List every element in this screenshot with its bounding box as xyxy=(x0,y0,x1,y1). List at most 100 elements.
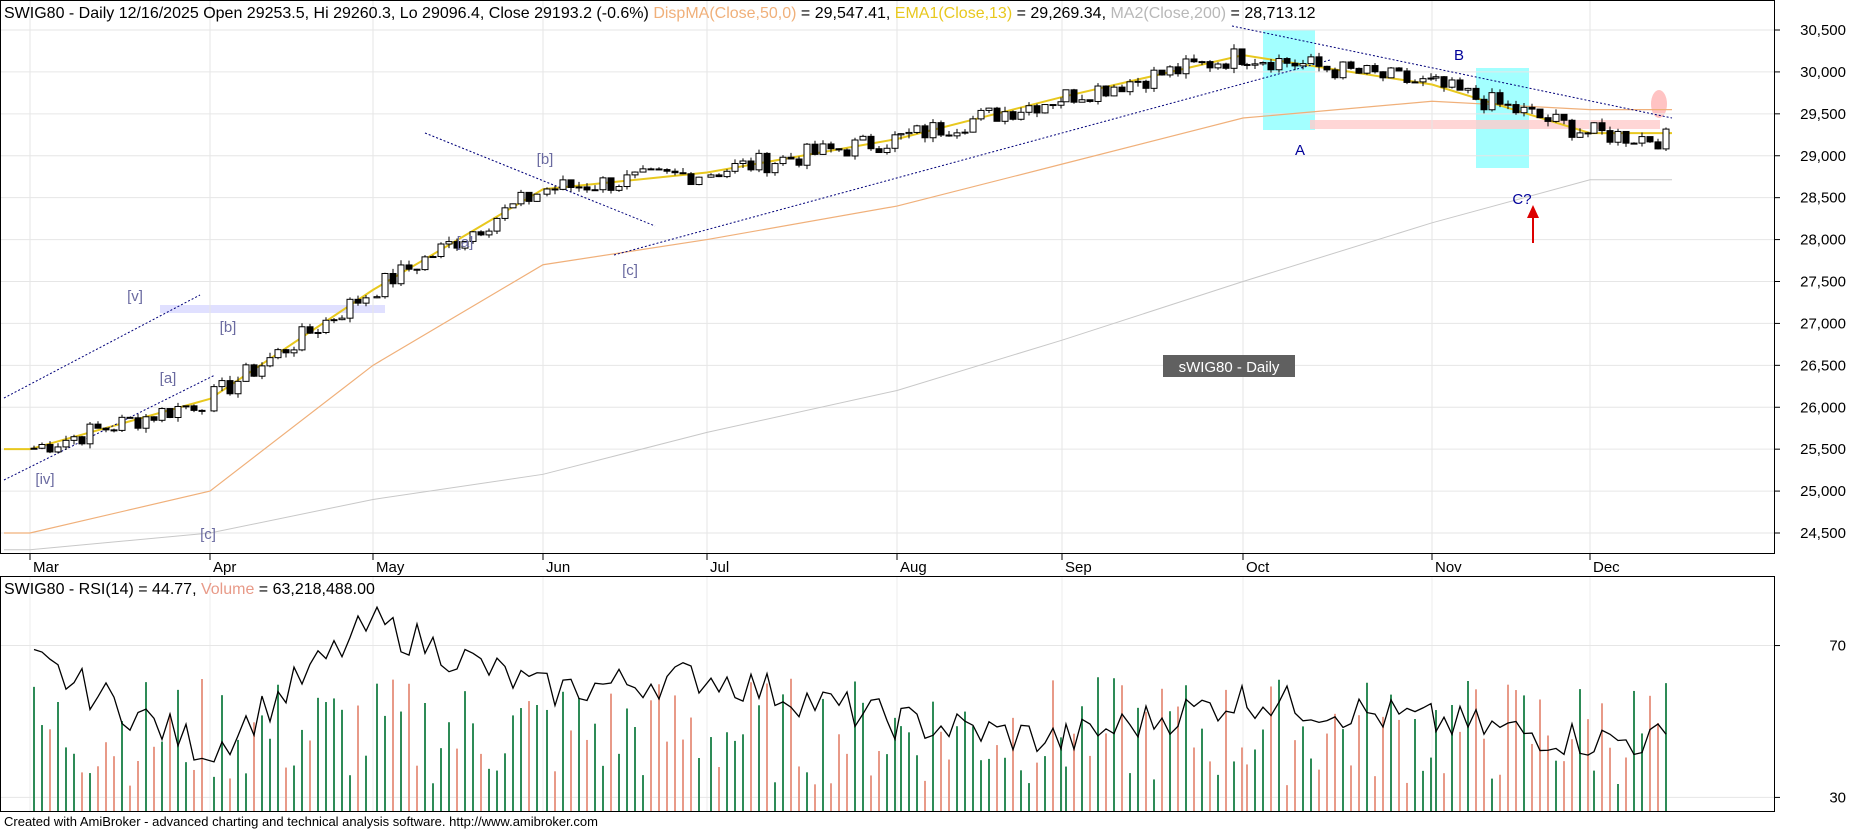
candle-body xyxy=(583,186,591,191)
price-tick-label: 28,500 xyxy=(1800,190,1846,207)
candle-body xyxy=(1307,56,1315,65)
candle-body xyxy=(306,326,314,334)
wave-label: [iv] xyxy=(35,471,54,488)
candles xyxy=(30,44,1670,454)
volume-label: Volume xyxy=(201,581,254,598)
candle-body xyxy=(389,272,397,285)
candle-body xyxy=(354,298,362,304)
candle-body xyxy=(575,186,583,189)
candle-body xyxy=(298,326,306,351)
price-tick-label: 27,000 xyxy=(1800,315,1846,332)
candle-body xyxy=(1568,119,1576,138)
candle-body xyxy=(242,364,250,382)
candle-body xyxy=(1251,63,1259,66)
candle-body xyxy=(1243,63,1251,66)
candle-body xyxy=(1606,130,1614,143)
candle-body xyxy=(1134,80,1142,83)
candle-body xyxy=(921,125,929,139)
candle-body xyxy=(1403,70,1411,83)
month-axis: Mar Apr May Jun Jul Aug Sep Oct Nov Dec xyxy=(29,553,1620,576)
candle-body xyxy=(707,174,715,178)
candle-body xyxy=(226,380,234,395)
candle-body xyxy=(314,331,322,334)
candle-body xyxy=(715,174,723,178)
candle-body xyxy=(843,149,851,157)
candle-body xyxy=(30,447,38,450)
ma2-value: = 28,713.12 xyxy=(1226,5,1316,22)
candle-body xyxy=(897,133,905,136)
candle-body xyxy=(591,189,599,192)
month-label: Oct xyxy=(1246,559,1270,576)
rsi-tick-label: 70 xyxy=(1829,638,1846,655)
candle-body xyxy=(102,427,110,431)
candle-body xyxy=(1387,67,1395,79)
candle-body xyxy=(445,241,453,245)
wave-label: A xyxy=(1295,142,1305,159)
candle-body xyxy=(1496,92,1504,105)
price-tick-label: 29,500 xyxy=(1800,106,1846,123)
candle-body xyxy=(779,156,787,165)
candle-body xyxy=(559,179,567,190)
candle-body xyxy=(1230,48,1238,69)
candle-body xyxy=(477,231,485,236)
candle-body xyxy=(338,317,346,321)
candle-body xyxy=(1182,58,1190,75)
candle-body xyxy=(1057,101,1065,106)
volume-value: = 63,218,488.00 xyxy=(254,581,375,598)
candle-body xyxy=(1267,62,1275,71)
candle-body xyxy=(1275,58,1283,71)
candle-body xyxy=(1214,63,1222,69)
candle-body xyxy=(1110,86,1118,97)
price-tick-label: 24,500 xyxy=(1800,525,1846,542)
month-label: Apr xyxy=(213,559,236,576)
wave-label: [a] xyxy=(457,234,474,251)
candle-body xyxy=(1206,61,1214,69)
candle-body xyxy=(567,179,575,188)
trendline xyxy=(1231,25,1673,119)
candle-body xyxy=(1070,89,1078,103)
candle-body xyxy=(1646,136,1654,143)
candle-body xyxy=(250,364,258,377)
watermark: sWIG80 - Daily xyxy=(1179,359,1280,376)
candle-body xyxy=(1544,117,1552,122)
ma2-label: MA2(Close,200) xyxy=(1110,5,1226,22)
candle-body xyxy=(1347,61,1355,69)
candle-body xyxy=(134,417,142,429)
highlight-cyan-c xyxy=(1476,68,1529,168)
candle-body xyxy=(421,256,429,271)
candle-body xyxy=(875,148,883,154)
candle-body xyxy=(1291,62,1299,67)
candle-body xyxy=(607,177,615,191)
candle-body xyxy=(687,173,695,186)
candle-body xyxy=(1049,104,1057,107)
price-header: SWIG80 - Daily 12/16/2025 Open 29253.5, … xyxy=(4,5,1316,22)
candle-body xyxy=(1190,58,1198,63)
candle-body xyxy=(859,135,867,141)
candle-body xyxy=(1440,76,1448,88)
candle-body xyxy=(1472,87,1480,100)
rsi-line xyxy=(33,605,1667,763)
month-label: Nov xyxy=(1435,559,1462,576)
candle-body xyxy=(945,134,953,137)
candle-body xyxy=(771,163,779,174)
candle-body xyxy=(218,380,226,388)
header-prefix: SWIG80 - Daily 12/16/2025 Open 29253.5, … xyxy=(4,5,653,22)
candle-body xyxy=(1086,99,1094,102)
candle-body xyxy=(905,131,913,135)
candle-body xyxy=(1283,58,1291,64)
candle-body xyxy=(1480,98,1488,111)
candle-body xyxy=(763,152,771,174)
candle-body xyxy=(827,143,835,150)
candle-body xyxy=(631,171,639,176)
dispma-line xyxy=(4,100,1672,534)
rsi-header: SWIG80 - RSI(14) = 44.77, Volume = 63,21… xyxy=(4,581,375,598)
candle-body xyxy=(142,416,150,429)
candle-body xyxy=(1432,76,1440,79)
candle-body xyxy=(929,122,937,139)
candle-body xyxy=(1315,56,1323,67)
candle-body xyxy=(290,349,298,354)
candle-body xyxy=(1174,66,1182,75)
candle-body xyxy=(429,256,437,259)
price-tick-label: 29,000 xyxy=(1800,148,1846,165)
